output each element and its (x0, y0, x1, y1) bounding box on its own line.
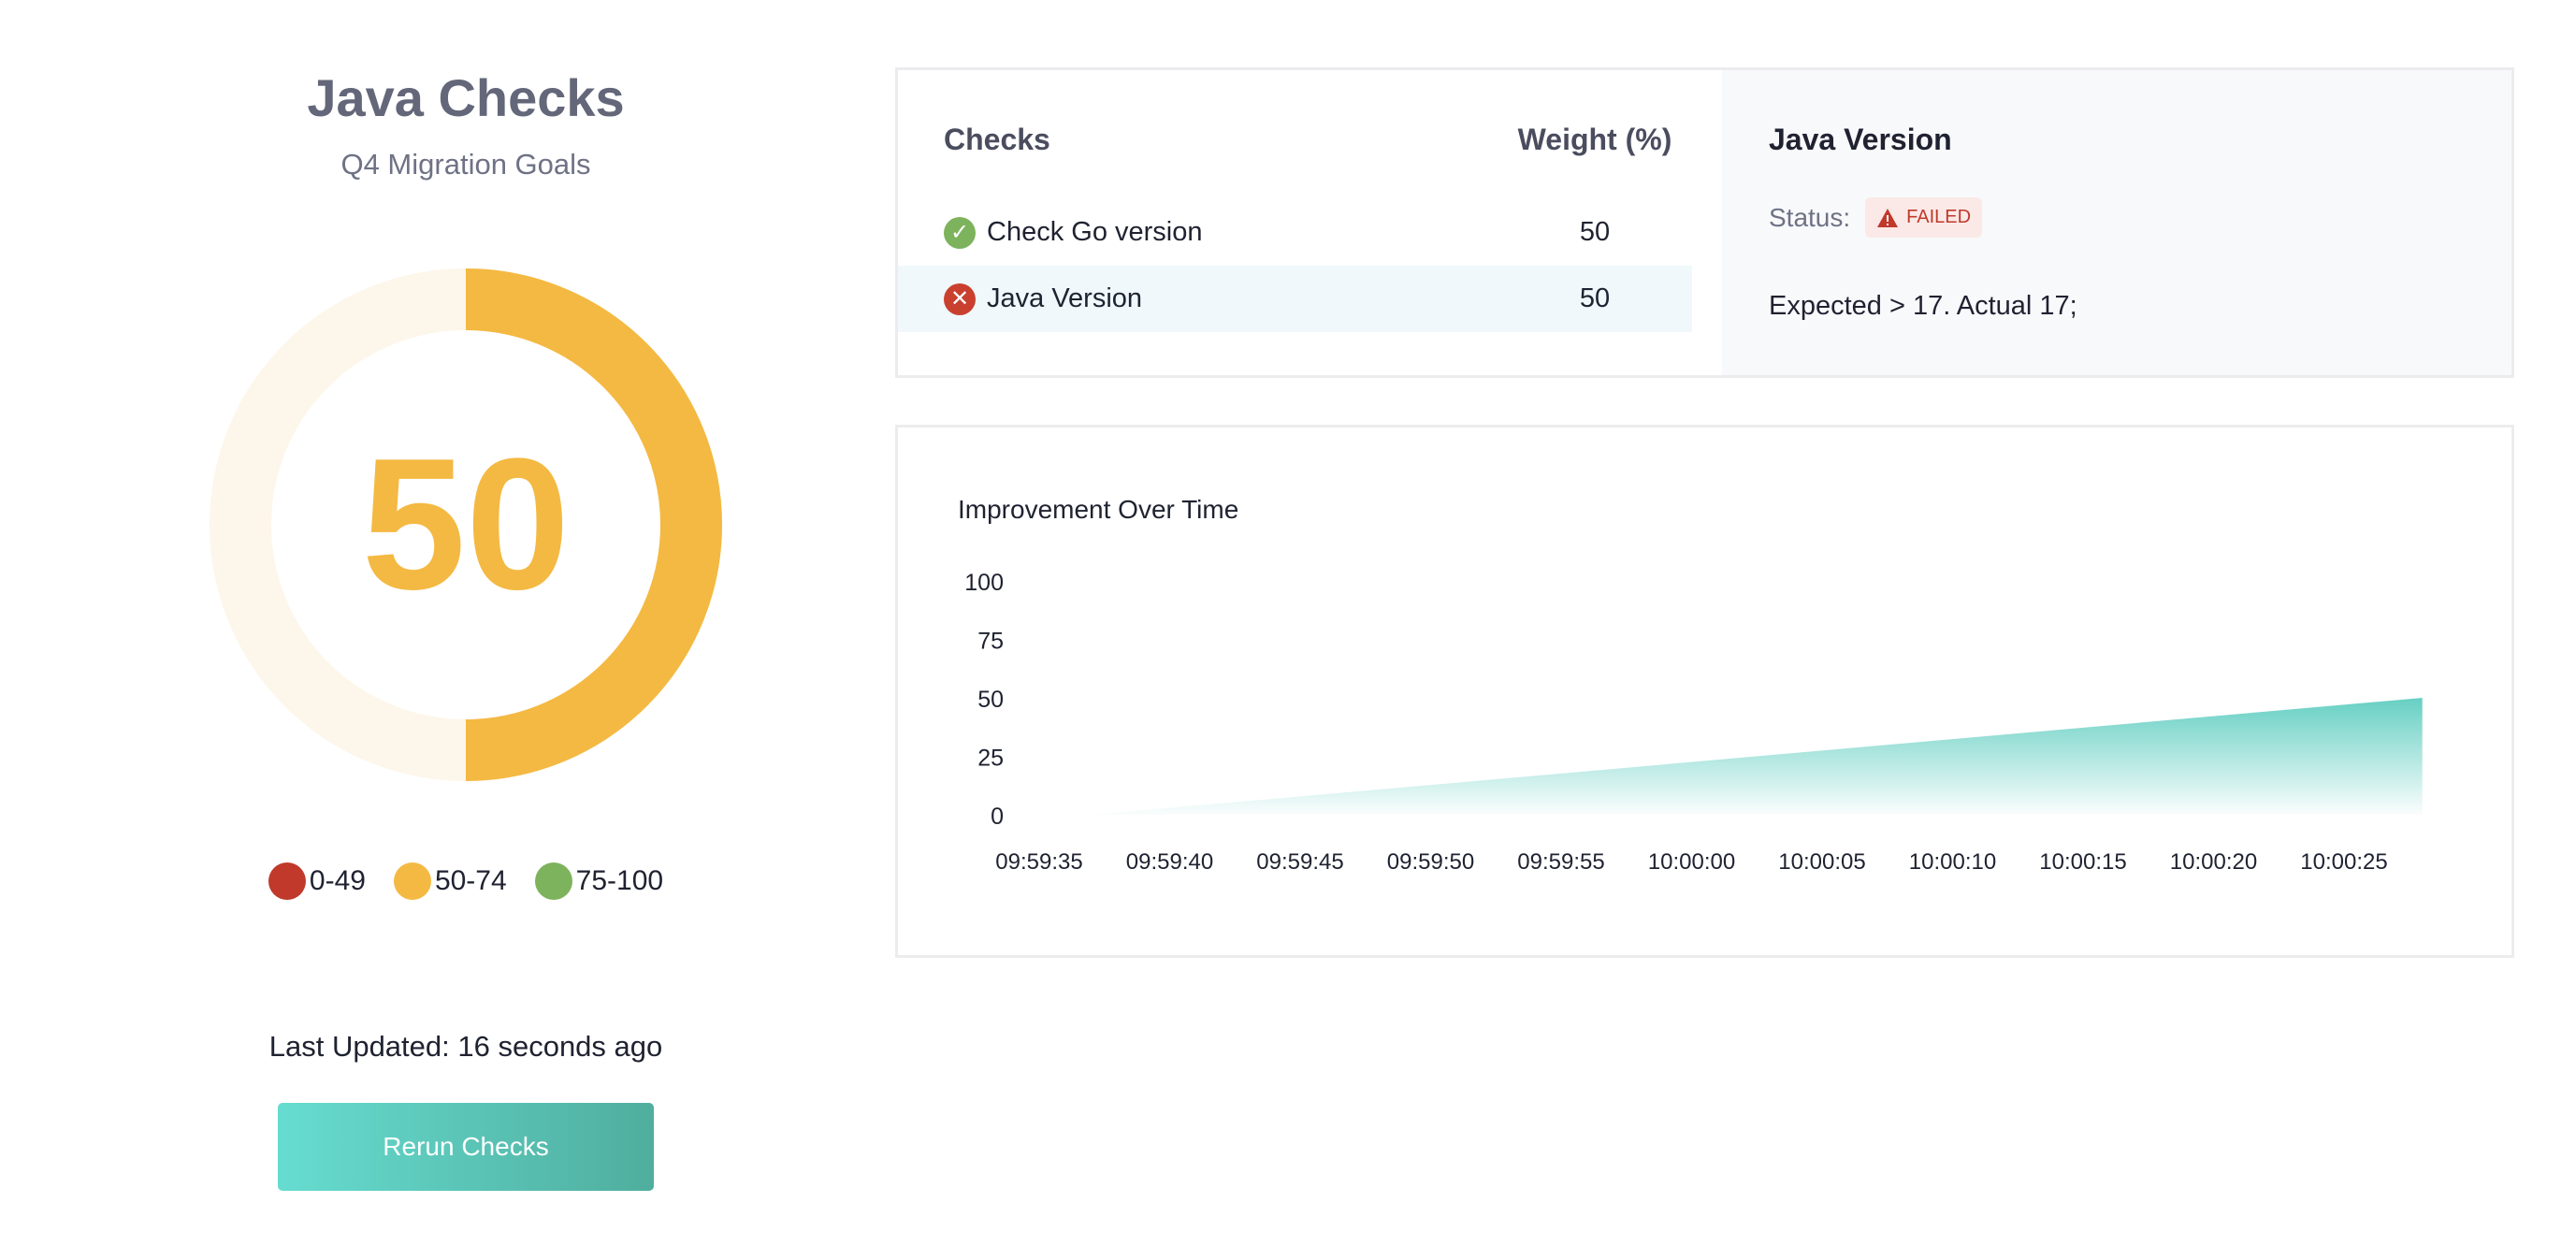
last-updated: Last Updated: 16 seconds ago (268, 1030, 663, 1063)
x-tick-label: 09:59:35 (995, 849, 1082, 875)
check-name: Check Go version (987, 217, 1203, 247)
table-row-selected[interactable]: ✕ Java Version 50 (898, 266, 1692, 332)
detail-message: Expected > 17. Actual 17; (1769, 291, 2077, 321)
x-tick-label: 10:00:15 (2039, 849, 2126, 875)
y-tick-label: 100 (964, 570, 1004, 596)
page-subtitle: Q4 Migration Goals (340, 148, 591, 181)
page-title: Java Checks (307, 68, 625, 127)
x-tick-label: 09:59:55 (1517, 849, 1604, 875)
check-weight: 50 (1579, 283, 1611, 313)
green-dot-icon (534, 862, 572, 900)
x-circle-icon: ✕ (944, 283, 976, 315)
x-tick-label: 10:00:05 (1778, 849, 1865, 875)
legend-item-mid: 50-74 (393, 862, 507, 900)
y-tick-label: 75 (977, 629, 1004, 655)
y-tick-label: 50 (977, 687, 1004, 713)
x-tick-label: 10:00:10 (1909, 849, 1996, 875)
legend-label: 75-100 (575, 865, 664, 896)
weight-column-header: Weight (%) (1517, 123, 1672, 156)
x-tick-label: 10:00:00 (1648, 849, 1735, 875)
x-tick-label: 09:59:40 (1126, 849, 1213, 875)
donut-progress-arc (465, 268, 722, 781)
legend-item-high: 75-100 (534, 862, 664, 900)
detail-status: Status: FAILED (1769, 197, 1983, 238)
y-tick-label: 0 (991, 804, 1004, 830)
check-name: Java Version (987, 283, 1143, 313)
checks-column-header: Checks (944, 123, 1050, 156)
status-label: Status: (1769, 202, 1851, 232)
chart-title: Improvement Over Time (958, 495, 1239, 524)
rerun-checks-button[interactable]: Rerun Checks (278, 1103, 654, 1191)
status-badge: FAILED (1865, 197, 1983, 238)
chart-card: Improvement Over Time 0 25 50 75 100 09:59:35… (895, 425, 2514, 958)
table-row[interactable]: ✓ Check Go version 50 (898, 199, 1692, 266)
status-badge-text: FAILED (1906, 207, 1972, 227)
checks-card: Checks Weight (%) ✓ Check Go version 50 … (895, 67, 2514, 378)
check-detail-panel: Java Version Status: FAILED Expected > 1… (1722, 70, 2511, 375)
legend-label: 50-74 (434, 865, 507, 896)
improvement-chart: 0 25 50 75 100 09:59:35 09:59:40 09:59:45 09:59:… (964, 570, 2423, 875)
detail-title: Java Version (1769, 123, 1952, 156)
score-value: 50 (361, 420, 571, 629)
score-donut (210, 268, 722, 781)
check-circle-icon: ✓ (944, 216, 976, 249)
legend-label: 0-49 (309, 865, 366, 896)
score-legend: 0-49 50-74 75-100 (0, 862, 932, 900)
warning-icon (1877, 208, 1899, 227)
area-series (1091, 698, 2423, 815)
y-tick-label: 25 (977, 746, 1004, 772)
x-tick-label: 10:00:20 (2170, 849, 2257, 875)
x-tick-label: 09:59:50 (1387, 849, 1474, 875)
yellow-dot-icon (393, 862, 431, 900)
check-weight: 50 (1579, 217, 1611, 247)
legend-item-low: 0-49 (268, 862, 366, 900)
x-tick-label: 09:59:45 (1256, 849, 1343, 875)
red-dot-icon (268, 862, 306, 900)
x-tick-label: 10:00:25 (2300, 849, 2387, 875)
